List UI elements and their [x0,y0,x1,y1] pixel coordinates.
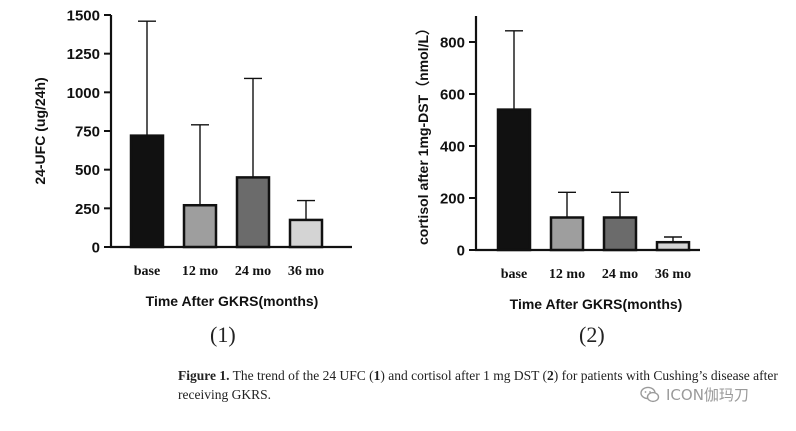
c1-category-label-2: 12 mo [182,264,218,279]
c2-y-tick-label: 400 [440,139,465,156]
c2-y-tick-label: 0 [457,243,465,260]
c1-y-tick-label: 1000 [67,85,100,102]
c2-y-tick-label: 200 [440,191,465,208]
c2-x-axis-title: Time After GKRS(months) [510,296,683,312]
watermark: ICON伽玛刀 [640,384,749,405]
c1-y-tick-label: 1250 [67,46,100,63]
c1-bar-1 [129,134,165,249]
c2-bar-2 [549,216,585,252]
watermark-text: ICON伽玛刀 [666,386,749,404]
c1-x-axis-title: Time After GKRS(months) [146,293,319,309]
caption-text-2: ) and cortisol after 1 mg DST ( [380,368,547,383]
panel-label-2: (2) [579,322,605,347]
caption-label: Figure 1. [178,368,230,383]
c1-category-label-1: base [134,264,160,279]
c2-category-label-3: 24 mo [602,267,638,282]
c2-category-label-4: 36 mo [655,267,691,282]
caption-text-3: ) for patients with Cushing’s disease af… [178,368,778,402]
c1-y-tick-label: 750 [75,124,100,141]
c2-category-label-2: 12 mo [549,267,585,282]
c1-y-tick-label: 250 [75,201,100,218]
caption-text-1: The trend of the 24 UFC ( [229,368,374,383]
c2-bar-3 [602,216,638,252]
c1-y-tick-label: 0 [92,240,100,257]
caption-ref-1: 1 [373,368,381,383]
figure-caption: Figure 1. The trend of the 24 UFC (1) an… [178,366,778,404]
c1-bar-2 [182,203,218,249]
c1-y-axis-title: 24-UFC (ug/24h) [32,77,48,184]
c1-bar-3 [235,176,271,249]
wechat-icon [640,386,660,402]
c2-y-axis-title: cortisol after 1mg-DST（nmol/L） [415,21,431,245]
c1-category-label-3: 24 mo [235,264,271,279]
c2-y-tick-label: 600 [440,87,465,104]
c1-category-label-4: 36 mo [288,264,324,279]
chart-cortisol: 0 200 400 600 800 base 12 mo 24 mo 36 mo cortisol… [415,16,700,312]
c1-y-tick-label: 1500 [67,8,100,25]
chart-ufc: 0 250 500 750 1000 1250 1500 base 12 mo 24 mo 36 m… [32,8,352,309]
charts-figure: 0 250 500 750 1000 1250 1500 base 12 mo 24 mo 36 m… [32,8,700,312]
c2-bar-1 [496,108,532,252]
c2-y-tick-label: 800 [440,35,465,52]
caption-ref-2: 2 [546,368,554,383]
panel-label-1: (1) [210,322,236,347]
c2-category-label-1: base [501,267,527,282]
c2-bar-4 [655,240,691,252]
c1-y-tick-label: 500 [75,162,100,179]
c1-bar-4 [288,218,324,249]
